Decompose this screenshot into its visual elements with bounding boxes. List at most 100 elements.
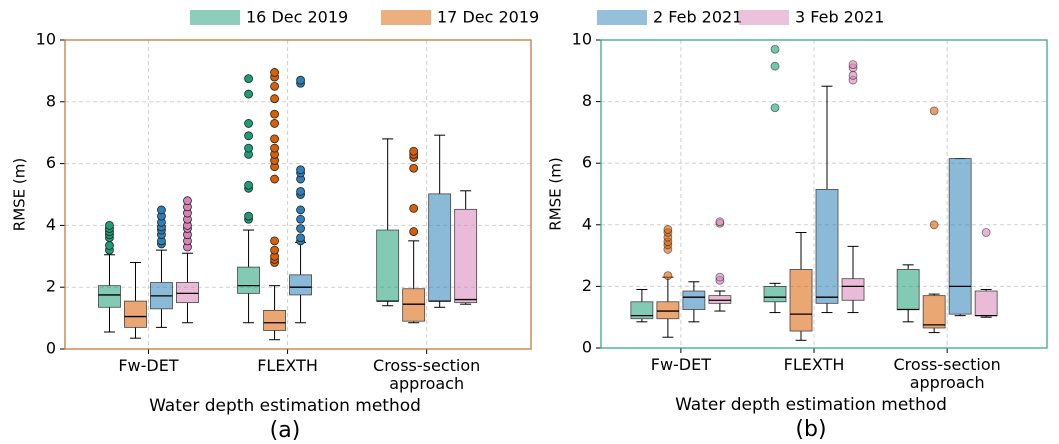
outlier — [770, 44, 780, 54]
outlier — [296, 75, 305, 85]
outlier — [270, 94, 279, 104]
box — [454, 208, 478, 304]
outlier — [663, 271, 673, 281]
y-tick-label: 2 — [582, 276, 592, 295]
box — [974, 290, 998, 317]
y-tick-label: 8 — [46, 91, 56, 110]
outlier — [296, 205, 305, 215]
outlier — [770, 61, 780, 71]
legend-label: 2 Feb 2021 — [653, 8, 742, 27]
legend-swatch — [739, 10, 789, 25]
box — [789, 269, 813, 332]
x-tick-label-box: Fw-DET — [650, 356, 711, 374]
outlier — [157, 205, 166, 215]
outlier — [848, 60, 858, 70]
y-tick-label: 8 — [582, 91, 592, 110]
legend-label: 16 Dec 2019 — [246, 8, 348, 27]
outlier — [270, 236, 279, 246]
outlier — [929, 106, 939, 116]
y-tick-label: 4 — [46, 215, 56, 234]
box — [841, 278, 865, 301]
x-tick-label-box: FLEXTH — [783, 356, 845, 374]
box — [682, 290, 706, 310]
outlier — [270, 134, 279, 144]
box — [948, 158, 972, 315]
x-tick-label-box: Cross-section approach — [894, 356, 1001, 392]
outlier — [183, 196, 192, 206]
x-tick-label-box: Cross-section approach — [373, 357, 481, 393]
panel-caption: (a) — [270, 418, 301, 443]
plot-frame — [600, 39, 1048, 349]
outlier — [296, 165, 305, 175]
outlier — [296, 224, 305, 233]
legend-label: 17 Dec 2019 — [437, 8, 539, 27]
y-tick-label: 10 — [36, 30, 56, 49]
box — [428, 193, 452, 302]
panel-caption: (b) — [795, 417, 826, 442]
x-tick-label: Fw-DET — [118, 357, 179, 375]
y-axis-label: RMSE (m) — [11, 158, 29, 231]
outlier — [296, 187, 305, 196]
outlier — [770, 103, 780, 113]
outlier — [409, 227, 419, 236]
x-tick-label: FLEXTH — [783, 356, 845, 374]
box — [124, 300, 147, 328]
x-axis-label: Water depth estimation method — [149, 396, 421, 416]
box — [402, 288, 426, 322]
outlier — [105, 220, 114, 230]
x-tick-label: FLEXTH — [257, 357, 318, 375]
legend-label: 3 Feb 2021 — [795, 8, 884, 27]
outlier — [270, 174, 279, 184]
outlier — [929, 220, 939, 230]
outlier — [663, 225, 673, 234]
outlier — [270, 68, 279, 77]
x-tick-label-box: Fw-DET — [118, 357, 179, 375]
y-tick-label: 0 — [46, 339, 56, 358]
outlier — [409, 163, 419, 173]
x-tick-label-box: FLEXTH — [257, 357, 318, 375]
y-tick-label: 0 — [582, 338, 592, 357]
outlier — [105, 241, 114, 250]
y-tick-label: 4 — [582, 214, 592, 233]
outlier — [409, 146, 419, 156]
x-tick-label: Cross-section approach — [373, 357, 481, 393]
outlier — [848, 71, 858, 80]
box — [815, 188, 839, 304]
outlier — [244, 211, 253, 221]
box — [922, 295, 946, 329]
outlier — [244, 74, 253, 84]
box — [289, 274, 312, 296]
box — [98, 285, 121, 308]
x-tick-label: Fw-DET — [650, 356, 711, 374]
legend-swatch — [381, 10, 431, 25]
box — [656, 301, 680, 320]
box — [763, 285, 787, 303]
outlier — [715, 217, 725, 227]
outlier — [244, 180, 253, 190]
box — [630, 301, 654, 320]
y-tick-label: 10 — [572, 30, 592, 49]
outlier — [244, 119, 253, 128]
outlier — [270, 81, 279, 91]
outlier — [270, 109, 279, 119]
plot-frame — [64, 39, 532, 350]
y-tick-label: 2 — [46, 277, 56, 296]
outlier — [244, 89, 253, 99]
box — [176, 282, 199, 304]
y-axis-label: RMSE (m) — [547, 157, 565, 230]
y-tick-label: 6 — [582, 153, 592, 172]
box — [896, 269, 920, 310]
box — [708, 295, 732, 304]
y-tick-label: 6 — [46, 153, 56, 172]
legend-swatch — [190, 10, 240, 25]
legend-swatch — [597, 10, 647, 25]
x-axis-label: Water depth estimation method — [675, 395, 947, 415]
outlier — [715, 272, 725, 282]
outlier — [270, 143, 279, 153]
outlier — [296, 233, 305, 243]
box — [263, 309, 286, 331]
outlier — [296, 214, 305, 224]
outlier — [244, 143, 253, 153]
outlier — [270, 245, 279, 255]
